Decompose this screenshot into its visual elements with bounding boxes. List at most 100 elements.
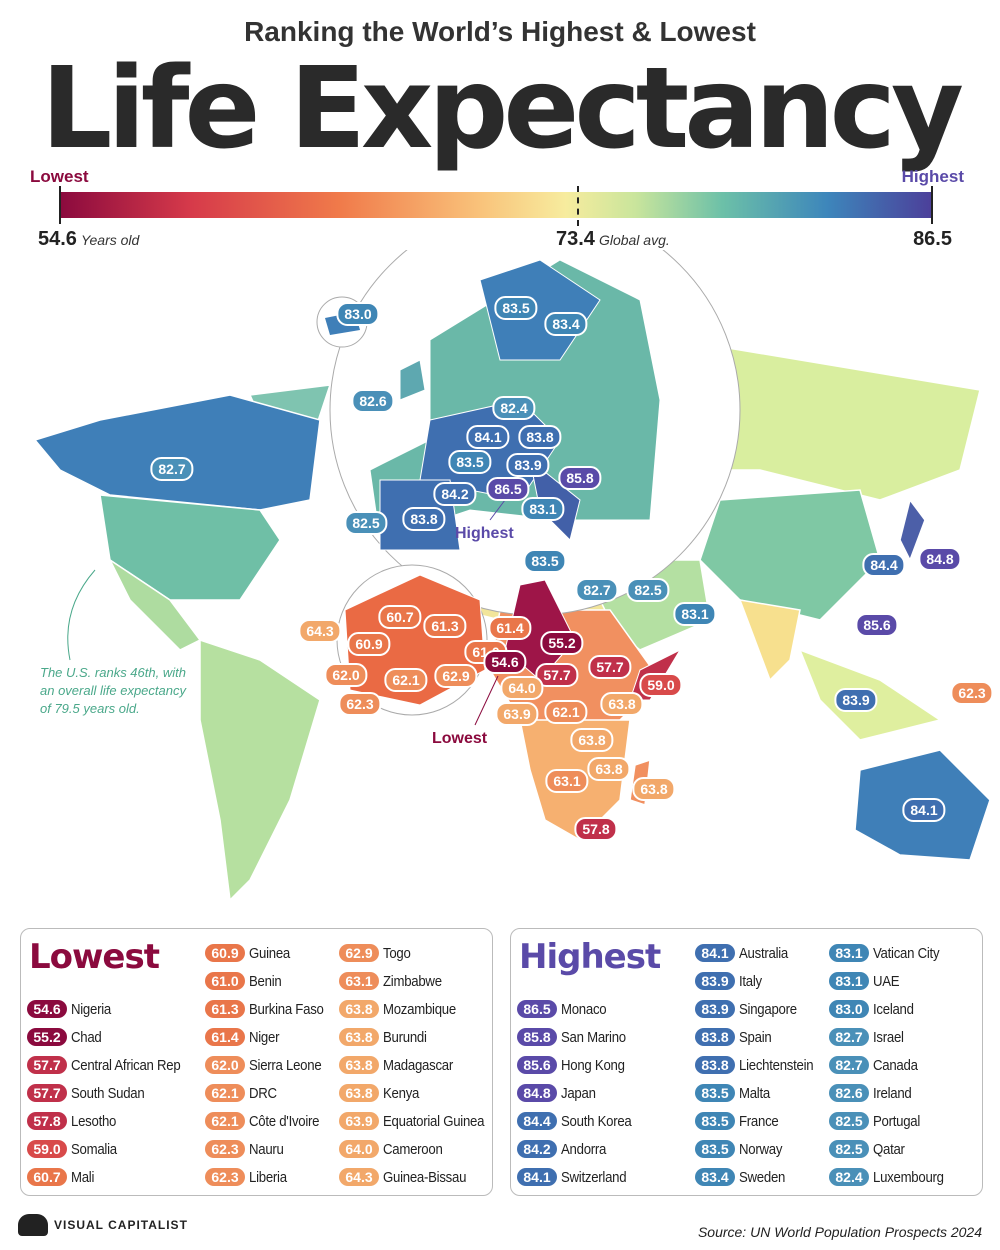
map-value-label: 63.8 [570,728,614,752]
scale-avg: 73.4 Global avg. [556,228,670,250]
country-name: Mali [71,1168,95,1186]
list-item: 82.6 Ireland [829,1081,917,1105]
list-item: 83.8 Spain [695,1025,776,1049]
list-item: 82.5 Qatar [829,1137,909,1161]
country-name: South Sudan [71,1084,145,1102]
list-item: 61.0 Benin [205,969,286,993]
list-item: 83.5 Malta [695,1081,774,1105]
list-item: 82.7 Canada [829,1053,924,1077]
value-badge: 82.4 [829,1168,869,1186]
value-badge: 83.8 [695,1056,735,1074]
map-value-label: 54.6 [483,650,527,674]
value-badge: 83.9 [695,972,735,990]
list-item: 63.8 Madagascar [339,1053,463,1077]
list-item: 61.4 Niger [205,1025,283,1049]
country-name: Sweden [739,1168,786,1186]
list-item: 64.0 Cameroon [339,1137,451,1161]
country-name: Lesotho [71,1112,117,1130]
country-name: DRC [249,1084,277,1102]
map-value-label: 84.2 [433,482,477,506]
map-value-label: 82.7 [575,578,619,602]
list-item: 57.7 South Sudan [27,1081,154,1105]
value-badge: 63.8 [339,1028,379,1046]
value-badge: 84.4 [517,1112,557,1130]
map-value-label: 82.6 [351,389,395,413]
value-badge: 83.8 [695,1028,735,1046]
map-value-label: 62.3 [338,692,382,716]
value-badge: 85.8 [517,1028,557,1046]
mexico [108,557,202,651]
country-name: Norway [739,1140,783,1158]
list-item: 83.0 Iceland [829,997,919,1021]
map-value-label: 61.3 [423,614,467,638]
map-value-label: 62.3 [950,681,994,705]
value-badge: 54.6 [27,1000,67,1018]
list-item: 63.8 Burundi [339,1025,433,1049]
list-item: 55.2 Chad [27,1025,106,1049]
title: Life Expectancy [41,44,964,174]
list-item: 59.0 Somalia [27,1137,123,1161]
value-badge: 82.7 [829,1056,869,1074]
list-item: 63.8 Mozambique [339,997,466,1021]
country-name: Liberia [249,1168,287,1186]
country-name: Italy [739,972,762,990]
japan [899,498,926,562]
country-name: Monaco [561,1000,607,1018]
country-name: Madagascar [383,1056,454,1074]
country-name: Equatorial Guinea [383,1112,485,1130]
map-value-label: 83.1 [521,497,565,521]
list-item: 83.9 Singapore [695,997,805,1021]
list-item: 83.5 France [695,1109,784,1133]
map-value-label: 64.0 [500,676,544,700]
map-value-label: 60.9 [347,632,391,656]
list-item: 84.4 South Korea [517,1109,641,1133]
map-value-label: 83.8 [518,425,562,449]
list-item: 63.1 Zimbabwe [339,969,450,993]
list-item: 82.4 Luxembourg [829,1165,953,1189]
country-name: Burkina Faso [249,1000,324,1018]
value-badge: 63.8 [339,1084,379,1102]
map-value-label: 57.8 [574,817,618,841]
value-badge: 59.0 [27,1140,67,1158]
map-value-label: 83.5 [448,450,492,474]
map-value-label: 85.6 [855,613,899,637]
subtitle: Ranking the World’s Highest & Lowest [244,16,756,47]
scale-max: 86.5 [913,228,952,250]
country-name: Benin [249,972,282,990]
country-name: Nigeria [71,1000,111,1018]
value-badge: 83.5 [695,1140,735,1158]
list-item: 82.7 Israel [829,1025,908,1049]
country-name: Niger [249,1028,280,1046]
value-badge: 83.9 [695,1000,735,1018]
map-value-label: 83.0 [336,302,380,326]
map-value-label: 83.1 [673,602,717,626]
list-item: 63.9 Equatorial Guinea [339,1109,498,1133]
value-badge: 83.4 [695,1168,735,1186]
map-value-label: 63.8 [632,777,676,801]
map-value-label: 84.1 [466,425,510,449]
country-name: Ireland [873,1084,912,1102]
list-item: 84.2 Andorra [517,1137,612,1161]
value-badge: 84.1 [695,944,735,962]
color-scale [59,186,933,224]
map-value-label: 83.5 [523,549,567,573]
value-badge: 61.3 [205,1000,245,1018]
map-value-label: 62.1 [384,668,428,692]
country-name: Nauru [249,1140,284,1158]
list-item: 57.7 Central African Rep [27,1053,195,1077]
map-value-label: 83.9 [834,688,878,712]
country-name: Andorra [561,1140,607,1158]
value-badge: 60.9 [205,944,245,962]
map-value-label: 59.0 [639,673,683,697]
map-value-label: 82.7 [150,457,194,481]
list-item: 62.3 Liberia [205,1165,292,1189]
value-badge: 86.5 [517,1000,557,1018]
value-badge: 61.0 [205,972,245,990]
china [699,489,881,621]
map-value-label: 82.5 [344,511,388,535]
map-value-label: 62.0 [324,663,368,687]
value-badge: 82.7 [829,1028,869,1046]
map-value-label: 60.7 [378,605,422,629]
country-name: Mozambique [383,1000,456,1018]
value-badge: 57.8 [27,1112,67,1130]
